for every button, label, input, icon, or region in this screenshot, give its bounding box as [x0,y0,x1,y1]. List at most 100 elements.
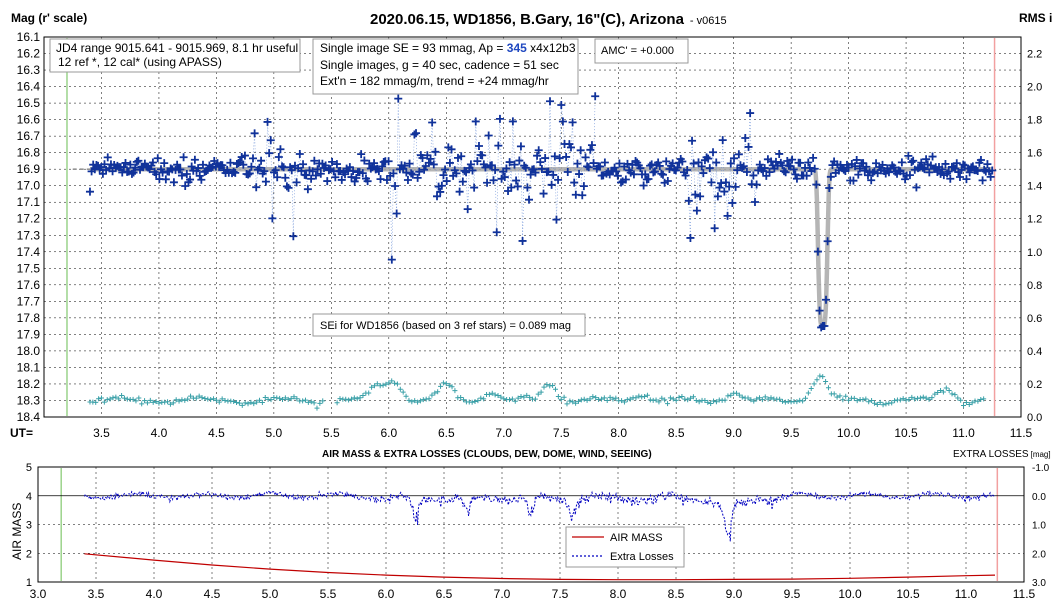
top-y-tick-label-left: 18.0 [17,344,41,358]
mag-point [531,168,540,177]
rms-point [443,381,449,387]
rms-point [288,396,294,402]
point-connector [473,121,477,188]
rms-point [242,400,248,406]
mag-point [470,183,479,192]
bottom-y-tick-label-right: 2.0 [1032,549,1046,560]
top-y-tick-label-left: 16.3 [17,63,41,77]
point-connector [396,98,399,214]
point-connector [527,187,530,200]
rms-point [320,398,326,404]
point-connector [541,168,544,194]
mag-point [615,159,624,168]
rms-point [417,398,423,404]
rms-point [254,399,260,405]
bottom-ylabel-left: AIR MASS [10,503,24,560]
mag-point [688,136,697,145]
mag-point [802,171,811,180]
rms-point [593,395,599,401]
mag-point [822,295,831,304]
rms-point [409,399,415,405]
mag-point [424,158,433,167]
mag-point [410,130,419,139]
top-y-tick-label-right: 1.8 [1027,115,1042,127]
rms-point [590,394,596,400]
rms-point [802,395,808,401]
mag-point [518,236,527,245]
point-connector [431,122,435,165]
point-connector [572,122,575,183]
mag-point [261,177,270,186]
mag-point [447,145,456,154]
mag-point [783,156,792,165]
mag-point [439,171,448,180]
rms-point [762,394,768,400]
mag-point [468,166,477,175]
mag-point [292,178,301,187]
mag-point [374,167,383,176]
mag-point [796,158,805,167]
top-y-tick-label-right: 0.4 [1027,346,1042,358]
rms-point [708,401,714,407]
rms-point [107,396,113,402]
point-connector [583,157,586,187]
mag-point [263,117,272,126]
mag-point [182,170,191,179]
mag-point [636,164,645,173]
bottom-y-tick-label-right: 0.0 [1032,492,1046,503]
rms-point [492,392,498,398]
mag-point [568,118,577,127]
mag-point [901,175,910,184]
mag-point [484,131,493,140]
rms-point [509,396,515,402]
mag-point [420,165,429,174]
rms-point [170,400,176,406]
mag-point [387,255,396,264]
mag-point [265,149,274,158]
mag-point [562,152,571,161]
mag-point [403,175,412,184]
bottom-x-tick-label: 6.5 [436,587,453,601]
mag-point [299,160,308,169]
rms-point [555,394,561,400]
mag-point [523,183,532,192]
sei-box: SEi for WD1856 (based on 3 ref stars) = … [312,313,586,337]
rms-point [670,396,676,402]
rms-point [334,400,340,406]
mag-point [481,163,490,172]
rms-point [156,400,162,406]
rms-point [636,393,642,399]
mag-point [392,209,401,218]
mag-point [545,97,554,106]
bottom-y-tick-label-left: 4 [26,491,32,503]
mag-point [389,169,398,178]
rms-point [713,399,719,405]
mag-point [696,192,705,201]
jd-range-text: JD4 range 9015.641 - 9015.969, 8.1 hr us… [56,41,298,55]
rms-point [438,383,444,389]
rms-point [690,394,696,400]
rms-point [831,391,837,397]
mag-point [229,167,238,176]
rms-point [869,398,875,404]
mag-point [426,154,435,163]
top-y-tick-label-left: 17.7 [17,294,41,308]
mag-point [405,159,414,168]
rms-point [863,396,869,402]
rms-point [667,395,673,401]
mag-point [826,172,835,181]
mag-point [549,170,558,179]
rms-point [257,397,263,403]
rms-point [665,401,671,407]
point-connector [720,140,724,184]
top-y-tick-label-left: 18.1 [17,360,41,374]
rms-point [800,398,806,404]
top-y-tick-label-right: 0.0 [1027,412,1042,424]
point-connector [714,162,717,229]
point-connector [520,146,523,241]
point-connector [688,200,691,238]
mag-point [704,154,713,163]
mag-point [462,168,471,177]
mag-point [408,170,417,179]
top-y-tick-label-left: 17.2 [17,212,41,226]
